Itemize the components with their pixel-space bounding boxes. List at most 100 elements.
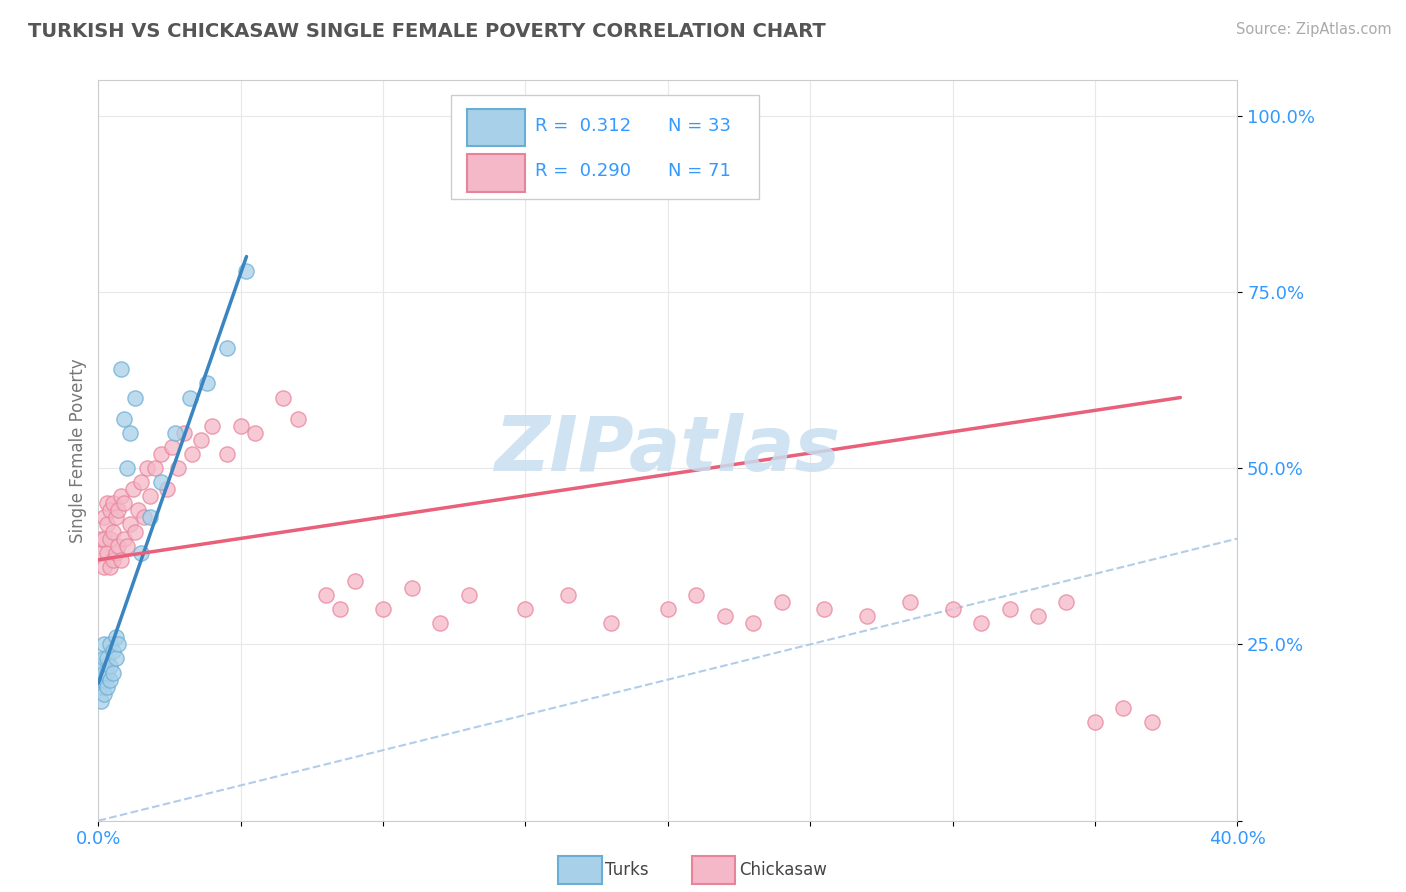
Point — [110, 362, 132, 376]
Point — [173, 425, 195, 440]
Text: Turks: Turks — [605, 861, 648, 879]
Point — [101, 644, 124, 658]
Text: R =  0.290: R = 0.290 — [534, 162, 631, 180]
Point — [970, 616, 993, 631]
Point — [167, 461, 190, 475]
Point — [104, 546, 127, 560]
Point — [714, 609, 737, 624]
Point — [429, 616, 451, 631]
Point — [96, 665, 118, 680]
Point — [90, 532, 112, 546]
Point — [98, 503, 121, 517]
Point — [132, 510, 155, 524]
Point — [93, 665, 115, 680]
Point — [179, 391, 201, 405]
Point — [190, 433, 212, 447]
Point — [98, 673, 121, 687]
Point — [93, 673, 115, 687]
Point — [343, 574, 366, 588]
Point — [93, 687, 115, 701]
Point — [138, 510, 160, 524]
Point — [1056, 595, 1078, 609]
Point — [457, 588, 479, 602]
Point — [118, 425, 141, 440]
Point — [898, 595, 921, 609]
Point — [90, 680, 112, 694]
Point — [101, 496, 124, 510]
Point — [90, 694, 112, 708]
Point — [127, 503, 149, 517]
Point — [195, 376, 218, 391]
Point — [1084, 714, 1107, 729]
Point — [1026, 609, 1049, 624]
Point — [107, 637, 129, 651]
Point — [373, 602, 395, 616]
Point — [1140, 714, 1163, 729]
Point — [557, 588, 579, 602]
Point — [942, 602, 965, 616]
Text: Chickasaw: Chickasaw — [740, 861, 827, 879]
Point — [235, 263, 257, 277]
Point — [329, 602, 352, 616]
Point — [273, 391, 295, 405]
Point — [98, 532, 121, 546]
Point — [315, 588, 337, 602]
Point — [110, 489, 132, 503]
Point — [93, 532, 115, 546]
Point — [96, 680, 118, 694]
Point — [104, 630, 127, 644]
Point — [96, 546, 118, 560]
Point — [150, 447, 173, 461]
Point — [813, 602, 835, 616]
Point — [98, 658, 121, 673]
Point — [96, 517, 118, 532]
Point — [107, 503, 129, 517]
Point — [243, 425, 266, 440]
Point — [101, 524, 124, 539]
Point — [1112, 701, 1135, 715]
Point — [90, 546, 112, 560]
Point — [112, 532, 135, 546]
Point — [229, 418, 252, 433]
Point — [98, 559, 121, 574]
Point — [104, 510, 127, 524]
Point — [93, 651, 115, 665]
Point — [96, 651, 118, 665]
Point — [112, 411, 135, 425]
Text: ZIPatlas: ZIPatlas — [495, 414, 841, 487]
Point — [104, 651, 127, 665]
Point — [124, 391, 146, 405]
Text: TURKISH VS CHICKASAW SINGLE FEMALE POVERTY CORRELATION CHART: TURKISH VS CHICKASAW SINGLE FEMALE POVER… — [28, 22, 825, 41]
Text: Source: ZipAtlas.com: Source: ZipAtlas.com — [1236, 22, 1392, 37]
Point — [215, 341, 238, 355]
Point — [118, 517, 141, 532]
Point — [215, 447, 238, 461]
Point — [145, 461, 167, 475]
Point — [201, 418, 224, 433]
Point — [685, 588, 707, 602]
Point — [181, 447, 204, 461]
Point — [401, 581, 423, 595]
Point — [121, 482, 143, 496]
Point — [156, 482, 179, 496]
Point — [998, 602, 1021, 616]
Point — [115, 539, 138, 553]
Point — [129, 546, 152, 560]
Point — [515, 602, 537, 616]
Point — [90, 673, 112, 687]
Point — [93, 510, 115, 524]
Point — [98, 637, 121, 651]
Point — [150, 475, 173, 490]
Text: R =  0.312: R = 0.312 — [534, 117, 631, 135]
Point — [124, 524, 146, 539]
Point — [93, 559, 115, 574]
Point — [93, 637, 115, 651]
Point — [657, 602, 679, 616]
Point — [110, 553, 132, 567]
Point — [112, 496, 135, 510]
Point — [165, 425, 187, 440]
Point — [138, 489, 160, 503]
Y-axis label: Single Female Poverty: Single Female Poverty — [69, 359, 87, 542]
Point — [770, 595, 793, 609]
Point — [90, 658, 112, 673]
